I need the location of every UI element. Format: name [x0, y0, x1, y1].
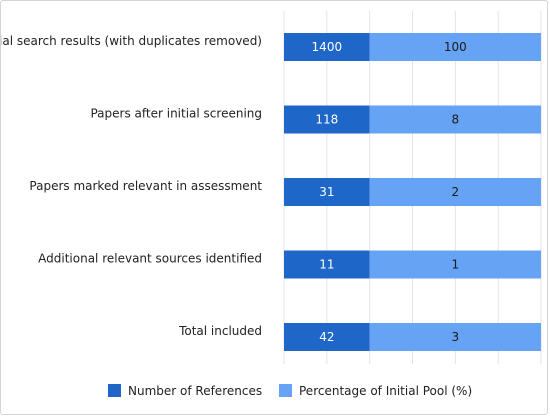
bar-segment	[284, 105, 370, 134]
data-label: 118	[315, 113, 338, 127]
category-label: Papers marked relevant in assessment	[29, 179, 262, 193]
legend-swatch	[279, 384, 292, 397]
bar-segment	[284, 250, 370, 279]
data-label: 42	[319, 330, 334, 344]
data-label: 1	[452, 258, 460, 272]
bar-segment	[284, 178, 370, 206]
bar-segment	[369, 105, 541, 134]
category-label: Total included	[178, 324, 262, 338]
legend-label: Number of References	[128, 384, 262, 398]
data-label: 2	[452, 185, 460, 199]
data-label: 8	[452, 113, 460, 127]
category-label: Initial search results (with duplicates …	[1, 34, 262, 48]
bar-segment	[369, 323, 541, 351]
data-label: 100	[444, 40, 467, 54]
data-label: 11	[319, 258, 334, 272]
data-label: 31	[319, 185, 334, 199]
bar-segment	[369, 178, 541, 206]
bar-segment	[284, 323, 370, 351]
category-labels: Initial search results (with duplicates …	[1, 34, 262, 338]
bar-segment	[284, 33, 370, 61]
legend: Number of References Percentage of Initia…	[108, 384, 472, 398]
legend-swatch	[108, 384, 121, 397]
category-label: Additional relevant sources identified	[38, 252, 262, 266]
category-label: Papers after initial screening	[90, 107, 262, 121]
data-label: 1400	[312, 40, 343, 54]
bar-segment	[369, 33, 541, 61]
legend-label: Percentage of Initial Pool (%)	[299, 384, 472, 398]
data-label: 3	[452, 330, 460, 344]
bar-segment	[369, 250, 541, 279]
